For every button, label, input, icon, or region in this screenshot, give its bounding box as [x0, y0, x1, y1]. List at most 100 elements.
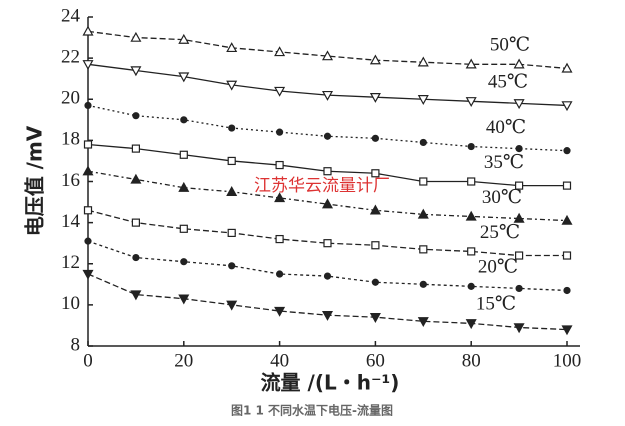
marker	[130, 31, 142, 42]
marker	[275, 234, 284, 244]
marker	[371, 278, 379, 286]
marker	[321, 50, 334, 61]
series-line	[87, 209, 567, 257]
marker	[371, 241, 380, 250]
series-label: 30℃	[482, 187, 522, 208]
marker	[563, 286, 571, 295]
marker	[467, 247, 476, 256]
watermark: 江苏华云流量计厂	[254, 176, 390, 196]
marker	[82, 60, 94, 71]
marker	[274, 86, 286, 97]
marker	[275, 160, 284, 170]
series-line	[87, 240, 568, 292]
marker	[82, 269, 94, 280]
marker	[132, 253, 140, 262]
y-tick-label: 20	[61, 88, 80, 109]
marker	[513, 323, 525, 334]
marker	[130, 290, 142, 301]
marker	[178, 294, 190, 305]
marker	[369, 92, 381, 103]
marker	[321, 90, 334, 101]
marker	[417, 317, 429, 328]
marker	[369, 313, 381, 323]
marker	[180, 258, 188, 266]
marker	[561, 214, 573, 225]
marker	[371, 169, 380, 178]
marker	[274, 192, 286, 203]
marker	[83, 140, 93, 149]
marker	[417, 95, 429, 105]
marker	[227, 228, 236, 238]
marker	[226, 186, 238, 196]
marker	[274, 306, 286, 317]
marker	[180, 116, 188, 124]
marker	[513, 58, 525, 69]
series-line	[87, 30, 568, 70]
marker	[82, 25, 94, 36]
marker	[515, 284, 523, 293]
marker	[513, 212, 525, 223]
marker	[323, 239, 332, 248]
marker	[419, 245, 428, 254]
marker	[514, 181, 524, 190]
series-label: 15℃	[476, 294, 516, 315]
marker	[419, 138, 427, 147]
marker	[178, 181, 190, 192]
marker	[82, 165, 94, 176]
marker	[417, 56, 429, 67]
x-tick-label: 100	[553, 350, 582, 371]
marker	[226, 300, 238, 311]
y-tick-label: 24	[61, 5, 81, 26]
marker	[563, 147, 571, 155]
y-axis-label: 电压值 /mV	[23, 125, 47, 236]
marker	[514, 251, 524, 260]
marker	[323, 132, 332, 140]
marker	[465, 210, 477, 221]
marker	[562, 181, 572, 190]
marker	[465, 319, 477, 330]
marker	[513, 99, 525, 110]
marker	[561, 101, 573, 112]
marker	[130, 173, 142, 184]
marker	[228, 262, 236, 270]
series-label: 45℃	[488, 72, 528, 93]
marker	[178, 33, 190, 44]
series-label: 35℃	[484, 152, 524, 173]
marker	[179, 224, 188, 233]
marker	[179, 150, 188, 159]
marker	[83, 206, 93, 215]
marker	[130, 66, 142, 77]
y-tick-label: 18	[61, 129, 80, 150]
marker	[561, 325, 573, 336]
marker	[562, 251, 572, 260]
marker	[371, 134, 379, 142]
marker	[276, 128, 284, 136]
x-tick-label: 20	[174, 350, 193, 371]
series-label: 20℃	[478, 257, 518, 278]
marker	[178, 72, 190, 83]
y-tick-label: 22	[61, 46, 80, 67]
marker	[467, 177, 476, 186]
marker	[226, 42, 238, 53]
marker	[131, 218, 140, 227]
marker	[561, 62, 573, 73]
x-tick-label: 60	[366, 350, 385, 371]
marker	[84, 237, 92, 245]
marker	[323, 167, 332, 176]
marker	[84, 101, 92, 110]
marker	[276, 270, 284, 278]
marker	[132, 112, 140, 120]
marker	[131, 144, 140, 153]
marker	[465, 97, 477, 108]
x-tick-label: 40	[270, 350, 289, 371]
marker	[323, 272, 332, 280]
marker	[369, 204, 381, 215]
y-tick-label: 8	[71, 334, 81, 355]
y-tick-label: 14	[61, 211, 81, 232]
y-tick-label: 10	[61, 293, 80, 314]
y-tick-label: 16	[61, 170, 80, 191]
marker	[321, 198, 334, 209]
marker	[515, 145, 523, 153]
marker	[227, 156, 236, 166]
